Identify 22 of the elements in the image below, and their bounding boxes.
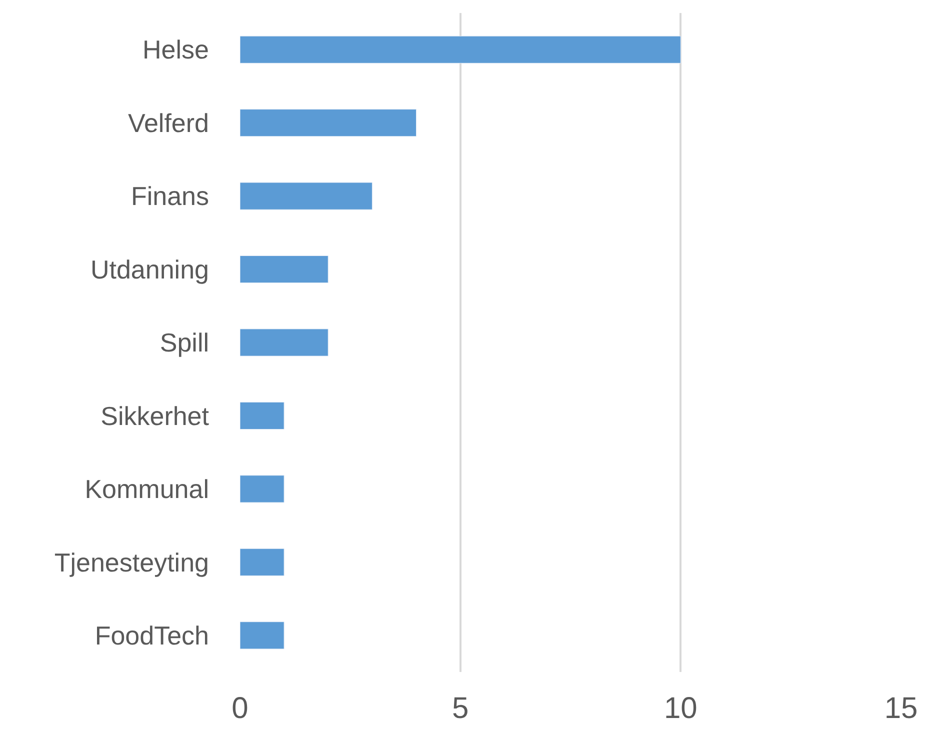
bar [240,328,328,356]
x-tick-label: 0 [232,692,248,725]
x-tick-label: 5 [452,692,469,725]
y-tick-label: Sikkerhet [100,400,210,431]
bar [240,622,284,650]
y-tick-label: Tjenesteyting [54,547,209,578]
y-tick-label: FoodTech [94,620,209,650]
bar [240,548,284,576]
y-tick-label: Utdanning [90,254,209,284]
bar [240,475,284,503]
y-tick-label: Finans [130,181,209,212]
y-tick-label: Kommunal [84,474,209,504]
bar [240,255,328,284]
x-tick-label: 10 [664,692,698,725]
y-tick-label: Spill [160,328,209,358]
bar [240,36,681,64]
y-tick-label: Helse [142,34,209,65]
x-tick-label: 15 [884,692,918,725]
bar [240,109,417,137]
bar [240,182,372,210]
y-tick-label: Velferd [128,108,209,138]
bar [240,402,284,430]
